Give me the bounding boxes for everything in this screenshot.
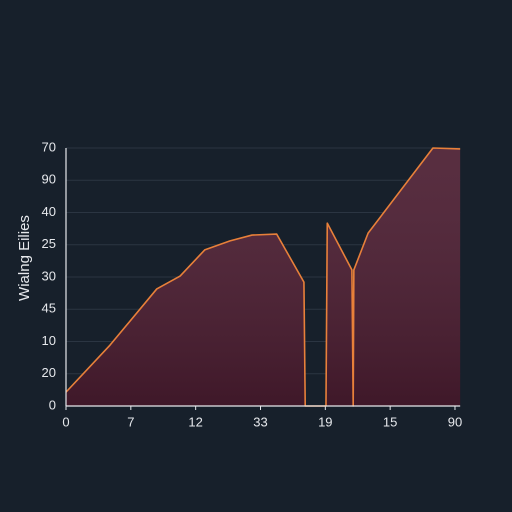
y-tick-label: 30 bbox=[42, 268, 56, 283]
x-tick-label: 12 bbox=[188, 414, 202, 429]
area-shade bbox=[66, 148, 461, 406]
x-tick-label: 90 bbox=[448, 414, 462, 429]
x-tick-label: 33 bbox=[253, 414, 267, 429]
y-tick-label: 25 bbox=[42, 236, 56, 251]
line bbox=[65, 147, 461, 407]
x-tick-label: 0 bbox=[62, 414, 69, 429]
y-tick-label: 40 bbox=[42, 204, 56, 219]
y-tick-label: 45 bbox=[42, 301, 56, 316]
x-tick-label: 15 bbox=[383, 414, 397, 429]
y-tick-label: 10 bbox=[42, 333, 56, 348]
x-tick-label: 7 bbox=[127, 414, 134, 429]
y-axis-label: Wialng Eilies bbox=[16, 215, 33, 301]
x-tick-label: 19 bbox=[318, 414, 332, 429]
y-tick-label: 70 bbox=[42, 139, 56, 154]
y-tick-label: 20 bbox=[42, 365, 56, 380]
y-tick-label: 0 bbox=[49, 397, 56, 412]
y-tick-label: 90 bbox=[42, 172, 56, 187]
